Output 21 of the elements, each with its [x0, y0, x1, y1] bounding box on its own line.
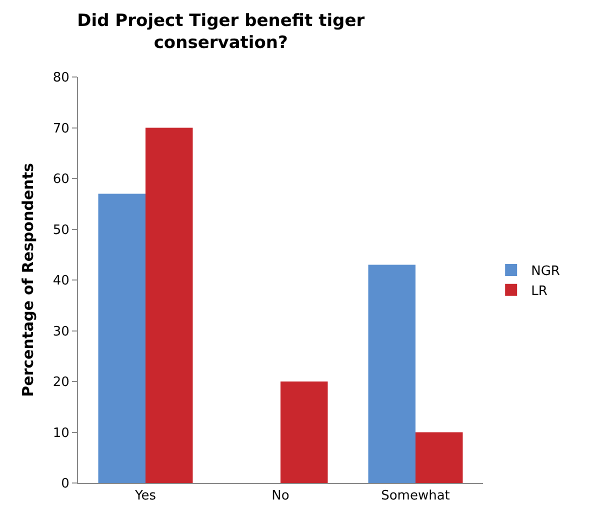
- y-axis-title: Percentage of Respondents: [19, 163, 38, 397]
- bar: [368, 264, 416, 483]
- x-tick-label: Somewhat: [381, 488, 450, 504]
- bar: [146, 128, 193, 483]
- bar: [98, 194, 146, 483]
- bar: [416, 432, 463, 483]
- y-tick-label: 0: [61, 476, 70, 492]
- x-tick-label: Yes: [134, 488, 156, 504]
- legend-label: LR: [531, 284, 548, 299]
- y-tick-label: 50: [52, 222, 70, 238]
- y-tick-label: 40: [52, 274, 70, 289]
- chart-title: Did Project Tiger benefit tiger conservation?: [77, 11, 366, 54]
- y-tick-label: 60: [52, 172, 70, 188]
- y-tick-label: 80: [52, 70, 70, 86]
- legend-label: NGR: [531, 264, 560, 280]
- y-tick-label: 10: [52, 426, 70, 441]
- bar: [280, 382, 328, 483]
- x-tick-label: No: [272, 488, 290, 504]
- y-tick-label: 70: [52, 121, 70, 136]
- y-tick-label: 20: [52, 375, 70, 390]
- y-tick-label: 30: [52, 324, 70, 340]
